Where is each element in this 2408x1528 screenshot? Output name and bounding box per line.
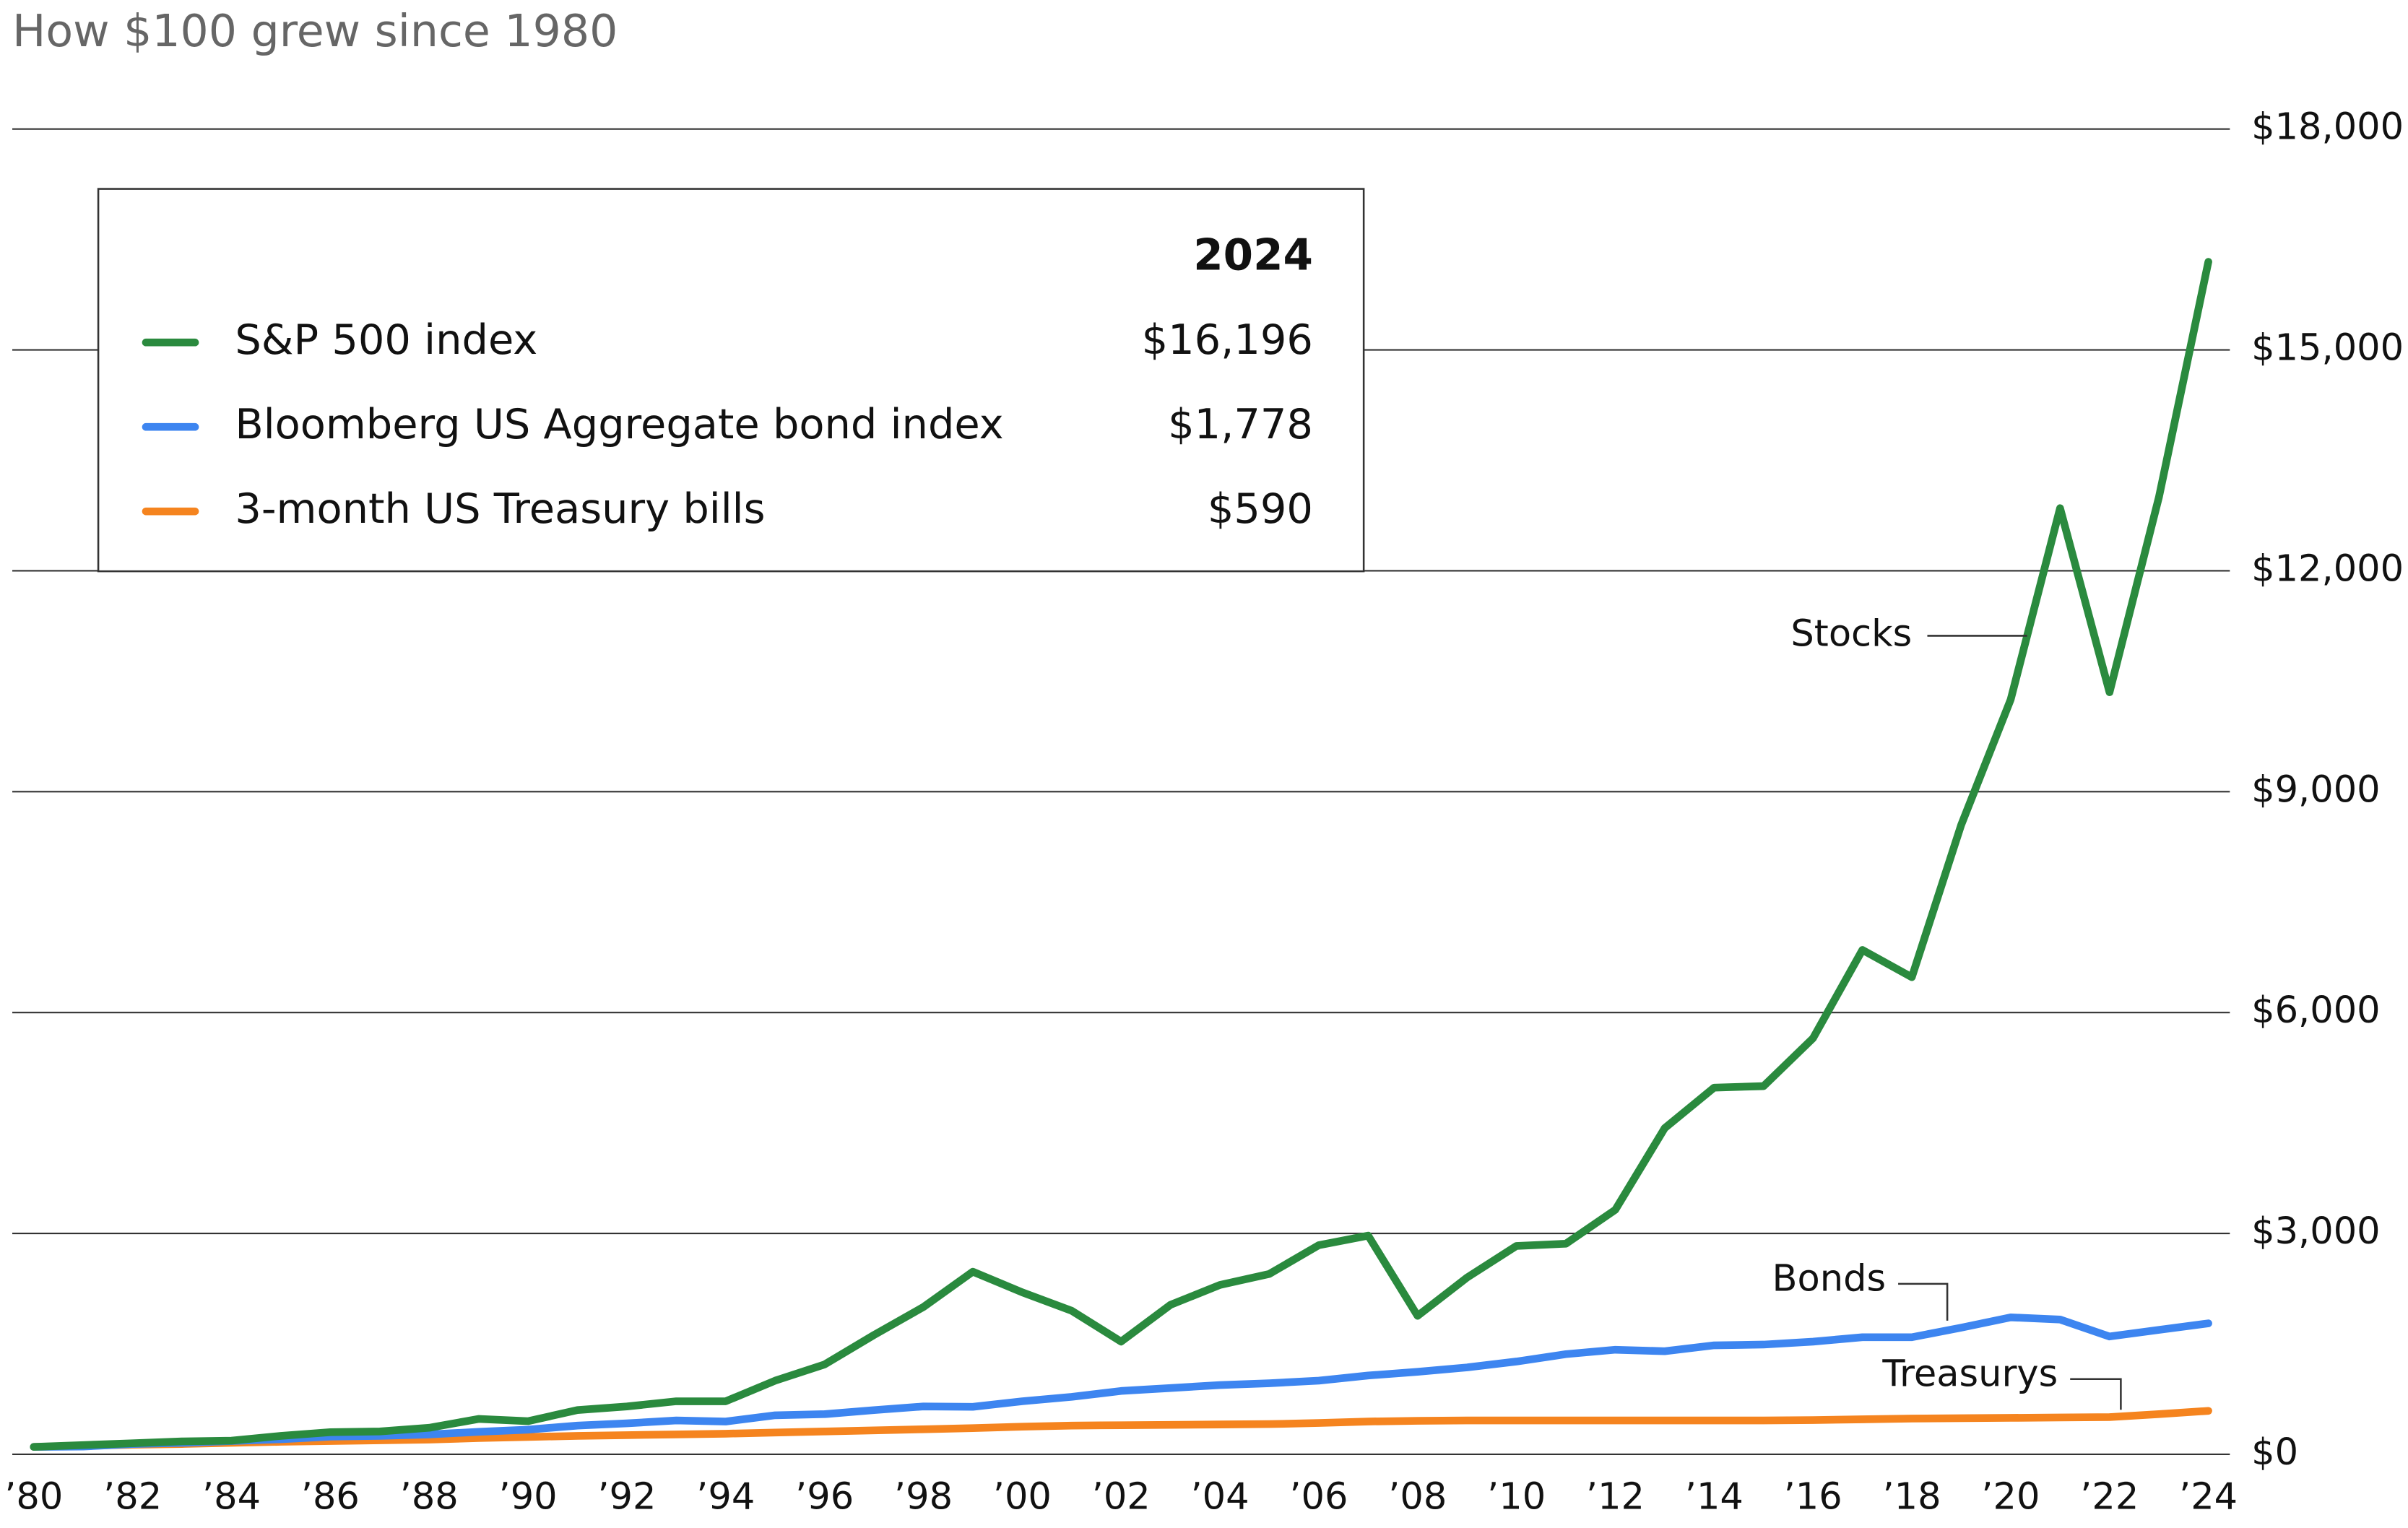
x-tick-label: ’98 bbox=[894, 1476, 953, 1519]
legend-box bbox=[97, 188, 1365, 573]
annotation-leader bbox=[1898, 1282, 1949, 1321]
legend-label: Bloomberg US Aggregate bond index bbox=[235, 400, 1003, 448]
legend-value: $590 bbox=[1208, 485, 1313, 533]
x-tick-label: ’12 bbox=[1586, 1476, 1645, 1519]
x-tick-label: ’02 bbox=[1092, 1476, 1151, 1519]
y-tick-label: $9,000 bbox=[2251, 768, 2381, 811]
x-tick-label: ’90 bbox=[498, 1476, 557, 1519]
series-line bbox=[30, 1407, 2212, 1451]
x-tick-label: ’80 bbox=[4, 1476, 63, 1519]
legend-header: 2024 bbox=[1193, 230, 1313, 280]
x-tick-label: ’94 bbox=[696, 1476, 755, 1519]
x-tick-label: ’18 bbox=[1882, 1476, 1941, 1519]
x-tick-label: ’08 bbox=[1388, 1476, 1447, 1519]
x-tick-label: ’16 bbox=[1784, 1476, 1842, 1519]
x-tick-label: ’14 bbox=[1685, 1476, 1744, 1519]
x-tick-label: ’96 bbox=[795, 1476, 854, 1519]
y-tick-label: $15,000 bbox=[2251, 327, 2404, 370]
annotation: Bonds bbox=[1772, 1258, 1887, 1301]
annotation-leader bbox=[2070, 1378, 2122, 1410]
x-tick-label: ’20 bbox=[1981, 1476, 2040, 1519]
x-tick-label: ’10 bbox=[1487, 1476, 1546, 1519]
legend-value: $1,778 bbox=[1168, 400, 1313, 448]
annotation: Treasurys bbox=[1881, 1353, 2058, 1395]
x-tick-label: ’88 bbox=[400, 1476, 459, 1519]
series-line bbox=[30, 258, 2212, 1451]
y-tick-label: $12,000 bbox=[2251, 547, 2404, 590]
legend-value: $16,196 bbox=[1142, 316, 1313, 364]
y-tick-label: $3,000 bbox=[2251, 1210, 2381, 1253]
x-tick-label: ’84 bbox=[202, 1476, 261, 1519]
x-tick-label: ’82 bbox=[103, 1476, 162, 1519]
series-line bbox=[30, 1313, 2212, 1451]
y-tick-label: $18,000 bbox=[2251, 106, 2404, 149]
y-tick-label: $0 bbox=[2251, 1431, 2298, 1474]
annotation: Stocks bbox=[1790, 612, 1912, 655]
x-tick-label: ’06 bbox=[1289, 1476, 1348, 1519]
y-tick-label: $6,000 bbox=[2251, 989, 2381, 1032]
legend-label: 3-month US Treasury bills bbox=[235, 485, 765, 533]
chart-title: How $100 grew since 1980 bbox=[12, 5, 618, 57]
legend-label: S&P 500 index bbox=[235, 316, 537, 364]
x-tick-label: ’92 bbox=[597, 1476, 656, 1519]
x-tick-label: ’04 bbox=[1190, 1476, 1249, 1519]
x-tick-label: ’22 bbox=[2080, 1476, 2139, 1519]
x-tick-label: ’24 bbox=[2179, 1476, 2238, 1519]
x-tick-label: ’86 bbox=[301, 1476, 360, 1519]
x-tick-label: ’00 bbox=[993, 1476, 1052, 1519]
